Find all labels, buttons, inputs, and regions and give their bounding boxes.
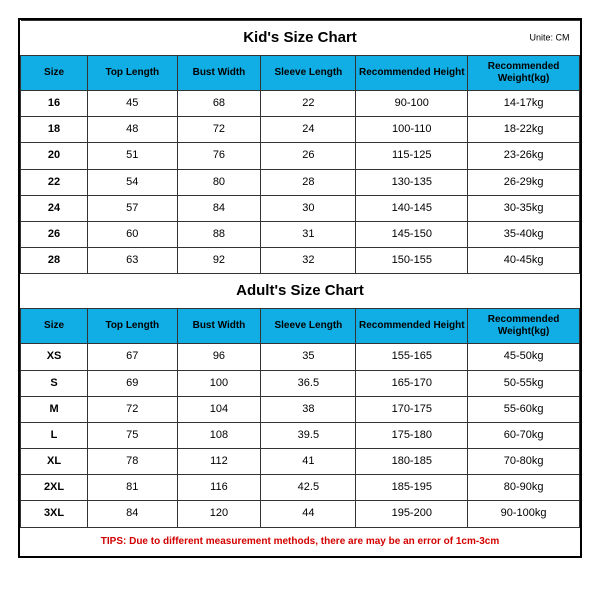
table-row: XL7811241180-18570-80kg <box>21 449 580 475</box>
table-row: 3XL8412044195-20090-100kg <box>21 501 580 527</box>
table-row: 1645682290-10014-17kg <box>21 91 580 117</box>
adults-title-text: Adult's Size Chart <box>236 282 364 299</box>
col-bust-width: Bust Width <box>177 56 261 91</box>
table-row: 22548028130-13526-29kg <box>21 169 580 195</box>
table-row: S6910036.5165-17050-55kg <box>21 370 580 396</box>
table-row: L7510839.5175-18060-70kg <box>21 422 580 448</box>
tips-text: TIPS: Due to different measurement metho… <box>21 527 580 556</box>
col-top-length: Top Length <box>88 56 177 91</box>
kids-title-cell: Kid's Size Chart Unite: CM <box>21 21 580 56</box>
col-rec-weight: Recommended Weight(kg) <box>468 56 580 91</box>
kids-title-row: Kid's Size Chart Unite: CM <box>21 21 580 56</box>
col-top-length: Top Length <box>88 309 177 344</box>
size-chart-wrapper: Kid's Size Chart Unite: CM Size Top Leng… <box>18 18 582 558</box>
adults-title-row: Adult's Size Chart <box>21 274 580 309</box>
table-row: 24578430140-14530-35kg <box>21 195 580 221</box>
col-size: Size <box>21 56 88 91</box>
kids-title-text: Kid's Size Chart <box>243 29 357 46</box>
col-rec-height: Recommended Height <box>356 56 468 91</box>
table-row: 20517626115-12523-26kg <box>21 143 580 169</box>
table-row: 18487224100-11018-22kg <box>21 117 580 143</box>
table-row: 28639232150-15540-45kg <box>21 248 580 274</box>
kids-header-row: Size Top Length Bust Width Sleeve Length… <box>21 56 580 91</box>
col-rec-weight: Recommended Weight(kg) <box>468 309 580 344</box>
col-size: Size <box>21 309 88 344</box>
adults-header-row: Size Top Length Bust Width Sleeve Length… <box>21 309 580 344</box>
col-rec-height: Recommended Height <box>356 309 468 344</box>
size-chart-table: Kid's Size Chart Unite: CM Size Top Leng… <box>20 20 580 556</box>
col-sleeve-length: Sleeve Length <box>261 56 356 91</box>
table-row: 2XL8111642.5185-19580-90kg <box>21 475 580 501</box>
col-sleeve-length: Sleeve Length <box>261 309 356 344</box>
adults-title-cell: Adult's Size Chart <box>21 274 580 309</box>
tips-row: TIPS: Due to different measurement metho… <box>21 527 580 556</box>
col-bust-width: Bust Width <box>177 309 261 344</box>
table-row: 26608831145-15035-40kg <box>21 221 580 247</box>
table-row: XS679635155-16545-50kg <box>21 344 580 370</box>
table-row: M7210438170-17555-60kg <box>21 396 580 422</box>
unite-label: Unite: CM <box>529 33 569 44</box>
